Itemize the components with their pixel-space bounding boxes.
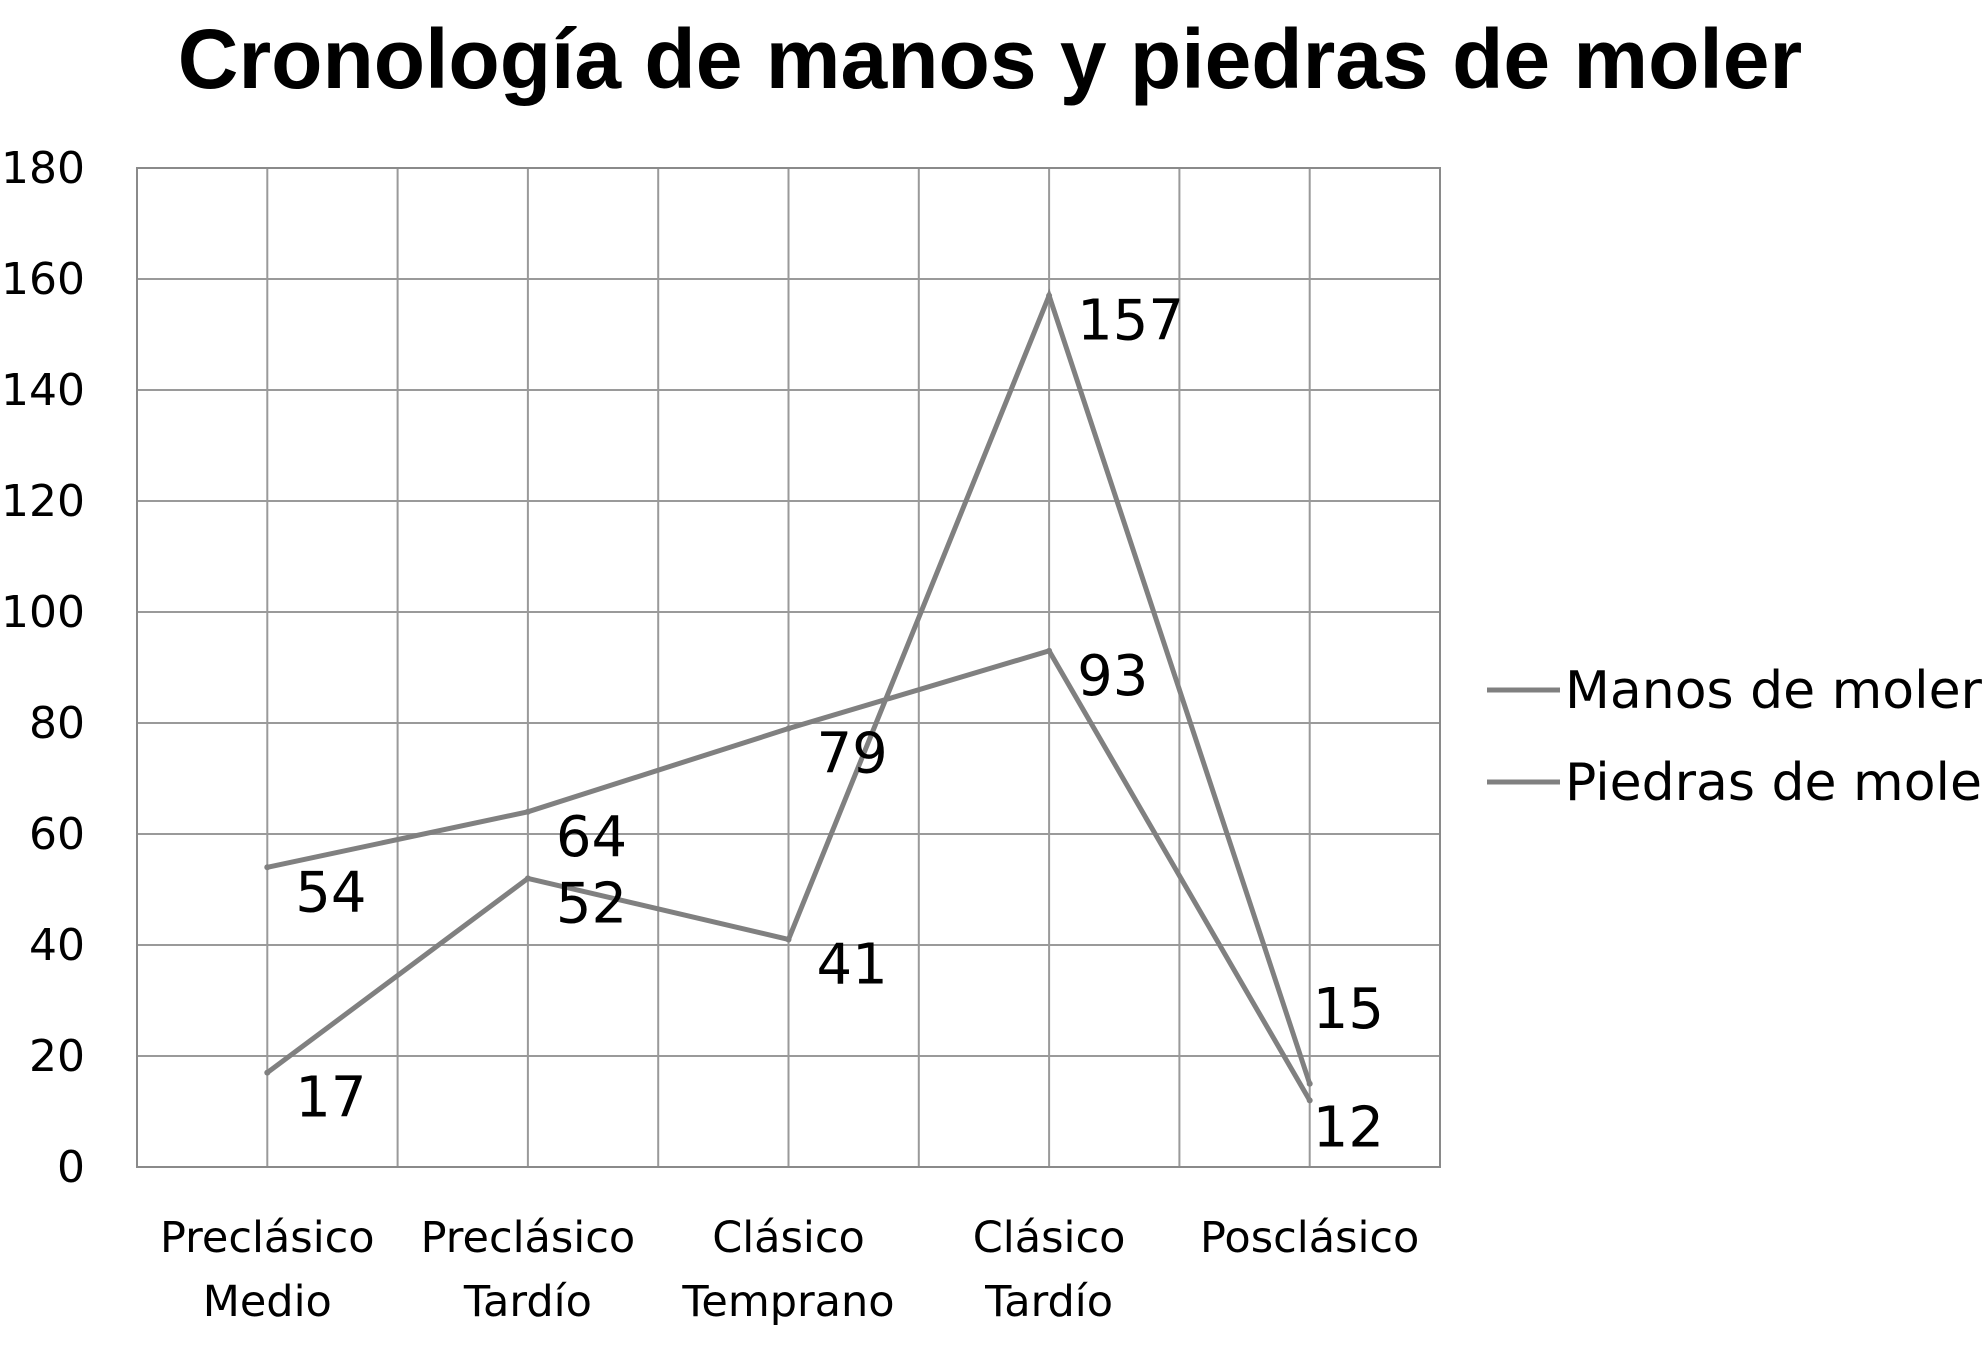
data-point — [1046, 292, 1053, 299]
data-point — [524, 875, 531, 882]
x-tick-label: Clásico Tardío — [973, 1213, 1126, 1327]
y-tick-label: 20 — [29, 1031, 85, 1082]
y-tick-label: 80 — [29, 698, 85, 749]
data-point — [1046, 647, 1053, 654]
data-label: 12 — [1313, 1095, 1384, 1160]
data-point — [264, 864, 271, 871]
y-tick-label: 180 — [1, 143, 85, 194]
data-label: 54 — [295, 860, 366, 925]
data-point — [1306, 1080, 1313, 1087]
y-tick-label: 0 — [57, 1142, 85, 1193]
data-label: 15 — [1313, 977, 1384, 1042]
data-label: 79 — [817, 722, 888, 787]
data-point — [524, 808, 531, 815]
y-tick-label: 140 — [1, 365, 85, 416]
data-label: 93 — [1077, 644, 1148, 709]
x-tick-label: Preclásico Tardío — [421, 1213, 636, 1327]
data-point — [785, 936, 792, 943]
y-tick-label: 60 — [29, 809, 85, 860]
y-tick-label: 40 — [29, 920, 85, 971]
data-label: 41 — [817, 932, 888, 997]
x-tick-label: Clásico Temprano — [681, 1213, 894, 1327]
y-tick-label: 160 — [1, 254, 85, 305]
y-tick-label: 100 — [1, 587, 85, 638]
x-tick-label: Preclásico Medio — [160, 1213, 375, 1327]
legend-label: Piedras de moler — [1565, 753, 1984, 813]
data-point — [264, 1069, 271, 1076]
x-tick-label: Posclásico — [1200, 1213, 1419, 1263]
data-label: 157 — [1077, 289, 1184, 354]
data-label: 17 — [295, 1066, 366, 1131]
plot-area-border — [136, 167, 1441, 1168]
data-point — [785, 725, 792, 732]
chart-title: Cronología de manos y piedras de moler — [178, 12, 1802, 106]
data-point — [1306, 1097, 1313, 1104]
y-tick-label: 120 — [1, 476, 85, 527]
data-label: 52 — [556, 871, 627, 936]
legend-label: Manos de moler — [1565, 661, 1983, 721]
data-label: 64 — [556, 805, 627, 870]
